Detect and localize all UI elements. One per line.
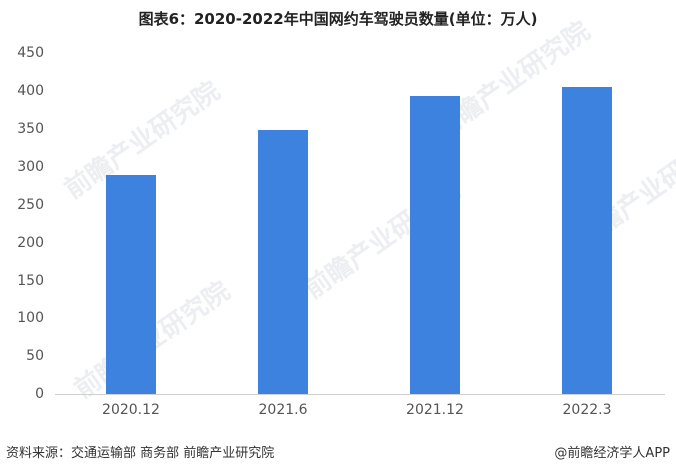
x-tick: 2022.3 [562, 402, 612, 418]
y-tick: 150 [17, 273, 44, 289]
y-tick: 300 [17, 159, 44, 175]
x-axis-line [55, 394, 665, 395]
y-tick: 200 [17, 235, 44, 251]
y-tick: 250 [17, 197, 44, 213]
x-tick: 2021.12 [406, 402, 464, 418]
y-tick: 0 [35, 386, 44, 402]
y-tick: 100 [17, 310, 44, 326]
chart-title: 图表6：2020-2022年中国网约车驾驶员数量(单位：万人) [138, 10, 538, 28]
credit-note: @前瞻经济学人APP [554, 446, 670, 461]
y-tick: 450 [17, 45, 44, 61]
bar-2020-12 [106, 175, 156, 394]
bar-2021-6 [258, 130, 308, 394]
bar-2021-12 [410, 96, 460, 394]
source-note: 资料来源：交通运输部 商务部 前瞻产业研究院 [6, 446, 275, 461]
y-tick: 350 [17, 121, 44, 137]
bar-2022-3 [562, 87, 612, 394]
x-tick: 2020.12 [102, 402, 160, 418]
plot-area: 前瞻产业研究院 前瞻产业研究院 前瞻产业研究院 前瞻产业研究院 前瞻产业研究院 … [17, 16, 676, 418]
y-tick: 50 [26, 348, 44, 364]
x-tick: 2021.6 [258, 402, 308, 418]
y-tick: 400 [17, 83, 44, 99]
